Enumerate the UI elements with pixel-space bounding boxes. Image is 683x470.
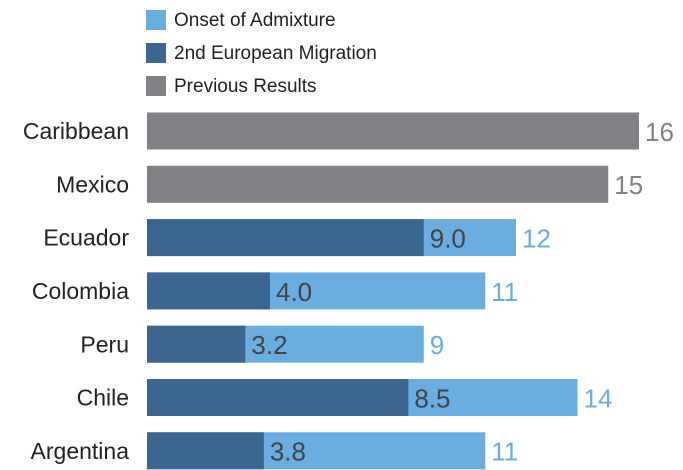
legend-label: Onset of Admixture <box>174 10 336 31</box>
category-label: Peru <box>80 331 129 357</box>
category-label: Colombia <box>32 278 129 304</box>
bar <box>147 432 264 470</box>
value-label: 11 <box>491 277 518 307</box>
legend-swatch <box>146 10 166 30</box>
legend-label: 2nd European Migration <box>174 43 377 64</box>
bar <box>147 219 424 257</box>
bar <box>147 165 609 203</box>
value-label: 14 <box>584 383 613 413</box>
legend-label: Previous Results <box>174 76 317 97</box>
bar <box>147 272 270 310</box>
value-label: 3.2 <box>251 330 287 360</box>
value-label: 15 <box>614 170 643 200</box>
value-label: 4.0 <box>276 277 312 307</box>
bar <box>147 325 246 363</box>
legend-swatch <box>146 43 166 63</box>
legend-swatch <box>146 76 166 96</box>
value-label: 9.0 <box>430 223 466 253</box>
value-label: 3.8 <box>270 437 306 467</box>
category-label: Mexico <box>56 171 129 197</box>
value-label: 16 <box>645 117 674 147</box>
category-label: Chile <box>77 385 129 411</box>
bar <box>147 379 409 416</box>
category-label: Caribbean <box>23 118 129 144</box>
bar <box>147 112 639 150</box>
category-label: Argentina <box>31 438 130 464</box>
category-label: Ecuador <box>43 225 129 251</box>
value-label: 8.5 <box>414 383 450 413</box>
value-label: 11 <box>491 437 518 467</box>
value-label: 12 <box>522 223 551 253</box>
value-label: 9 <box>430 330 444 360</box>
